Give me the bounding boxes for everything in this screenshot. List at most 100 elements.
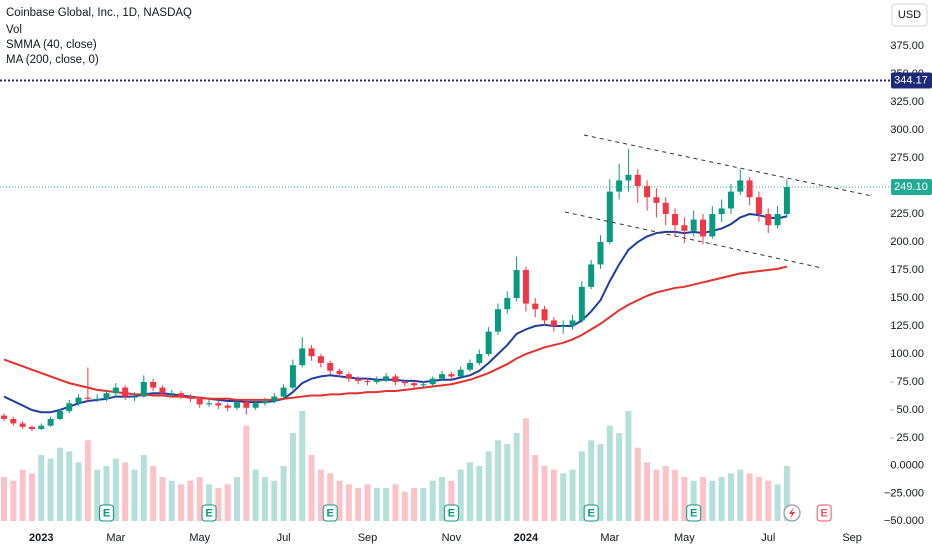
candle-body <box>588 264 595 287</box>
candle-body <box>700 219 706 237</box>
candle-body <box>364 380 371 383</box>
volume-bar <box>28 473 35 521</box>
earnings-marker <box>443 504 459 522</box>
candle-body <box>84 397 91 399</box>
earnings-label: E <box>448 507 455 519</box>
dividends-icon[interactable] <box>783 504 801 522</box>
volume-bar <box>289 433 296 521</box>
candle-body <box>597 242 604 265</box>
x-tick-label: May <box>674 532 695 544</box>
volume-bar <box>485 451 492 521</box>
candle-body <box>420 384 427 386</box>
volume-bar <box>532 455 539 521</box>
candle-body <box>522 270 529 304</box>
candle-body <box>765 214 772 226</box>
volume-bar <box>10 480 17 521</box>
volume-bar <box>597 444 604 521</box>
x-tick-label: Jul <box>761 532 775 544</box>
x-tick-label: 2023 <box>29 532 53 544</box>
trendline-lower <box>564 211 823 269</box>
volume-bar <box>513 433 520 521</box>
candle-body <box>271 396 278 402</box>
candle-body <box>560 326 567 328</box>
legend-volume: Vol <box>6 24 22 36</box>
volume-bar <box>457 469 464 521</box>
volume-bar <box>681 477 688 521</box>
trendline-upper <box>583 134 873 197</box>
candle-body <box>485 331 492 355</box>
volume-bar <box>373 488 380 521</box>
x-tick-label: Mar <box>106 532 125 544</box>
y-tick-label: 150.00 <box>890 292 924 304</box>
candle-body <box>755 197 762 215</box>
candle-body <box>178 393 185 397</box>
currency-button[interactable] <box>891 3 928 27</box>
y-tick-label: 325.00 <box>890 96 924 108</box>
volume-bar <box>280 466 287 521</box>
candle-body <box>513 270 520 299</box>
candle-body <box>625 174 632 181</box>
earnings-label: E <box>205 507 212 519</box>
volume-bar <box>439 477 446 521</box>
earnings-label: E <box>327 507 334 519</box>
candle-body <box>644 186 651 198</box>
volume-bar <box>718 477 725 521</box>
candle-body <box>439 374 446 379</box>
volume-bar <box>122 462 129 521</box>
volume-bar <box>178 484 185 521</box>
candle-body <box>783 187 790 215</box>
volume-bar <box>783 466 790 521</box>
candle-body <box>234 402 240 408</box>
volume-bar <box>271 480 278 521</box>
candle-body <box>336 370 343 375</box>
earnings-label: E <box>587 507 594 519</box>
volume-bar <box>299 411 306 521</box>
volume-bar <box>606 425 613 521</box>
volume-bar <box>467 462 473 521</box>
candle-body <box>383 376 390 380</box>
volume-bar <box>774 484 781 521</box>
volume-bar <box>411 488 418 521</box>
candle-body <box>494 309 501 332</box>
y-tick-label: 75.00 <box>896 376 924 388</box>
candle-body <box>122 387 129 397</box>
volume-bar <box>625 411 632 521</box>
volume-bar <box>47 458 54 521</box>
volume-bar <box>234 477 240 521</box>
candle-body <box>578 286 585 321</box>
volume-bar <box>672 469 679 521</box>
volume-bar <box>56 447 63 521</box>
x-tick-label: 2024 <box>514 532 539 544</box>
x-tick-label: May <box>189 532 210 544</box>
currency-label[interactable]: USD <box>898 9 921 21</box>
x-tick-label: Sep <box>842 532 862 544</box>
volume-bar <box>662 466 669 521</box>
earnings-label: E <box>820 507 827 519</box>
earnings-marker <box>201 504 217 522</box>
candle-body <box>308 348 315 357</box>
candle-body <box>224 405 231 408</box>
y-tick-label: 125.00 <box>890 320 924 332</box>
volume-bar <box>392 484 399 521</box>
volume-bar <box>429 480 436 521</box>
volume-bar <box>634 447 641 521</box>
candle-body <box>150 382 157 388</box>
candle-body <box>616 180 623 192</box>
legend: Coinbase Global, Inc., 1D, NASDAQ Vol SM… <box>6 7 192 66</box>
candle-body <box>774 214 781 226</box>
volume-bar <box>504 444 511 521</box>
volume-bar <box>690 480 697 521</box>
volume-bar <box>243 425 250 521</box>
candle-body <box>56 411 63 419</box>
candle-body <box>159 387 166 394</box>
volume-bar <box>140 455 147 521</box>
volume-bar <box>765 480 772 521</box>
candle-body <box>355 378 362 381</box>
earnings-marker <box>686 504 702 522</box>
x-tick-label: Mar <box>600 532 619 544</box>
candle-body <box>289 365 296 388</box>
volume-bar <box>1 477 7 521</box>
candle-body <box>411 383 418 386</box>
icon-bolt[interactable] <box>789 507 795 519</box>
candle-body <box>569 320 576 327</box>
